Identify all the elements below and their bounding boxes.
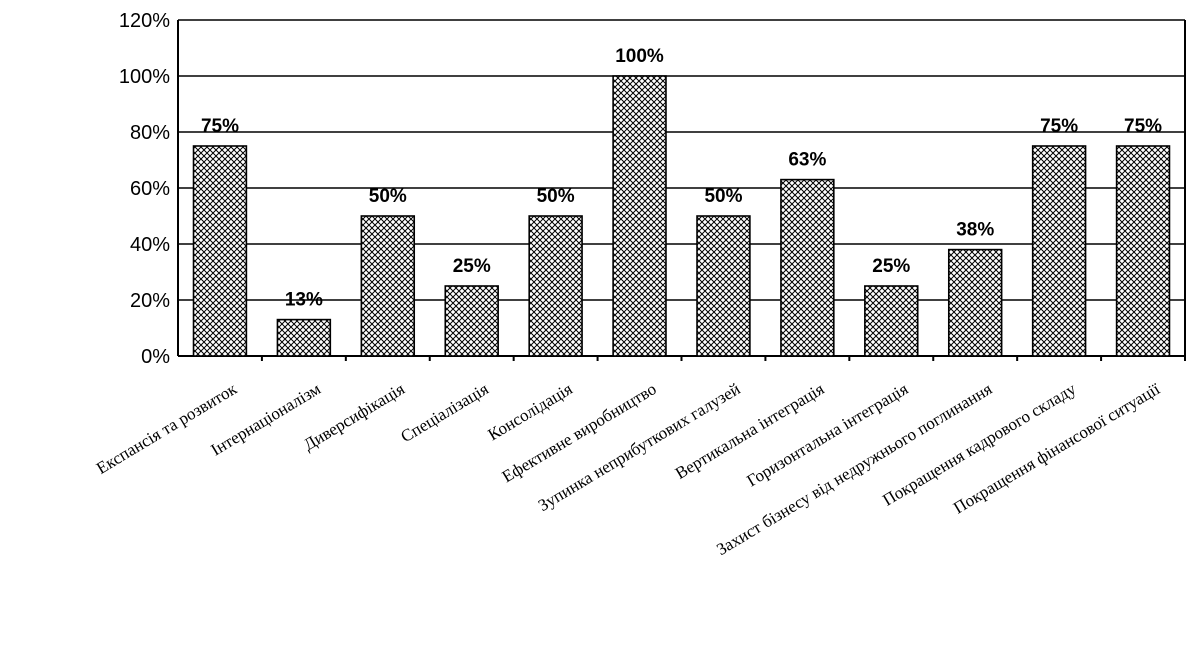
bar [1115, 145, 1171, 357]
category-label: Спеціалізація [397, 379, 491, 446]
data-label: 25% [453, 256, 491, 277]
bar [696, 215, 751, 357]
data-label: 100% [615, 46, 664, 67]
data-label: 50% [537, 186, 575, 207]
bar [947, 248, 1003, 357]
data-label: 75% [201, 116, 239, 137]
bar [612, 75, 667, 357]
data-label: 25% [872, 256, 910, 277]
y-tick-label: 80% [130, 122, 170, 144]
data-label: 50% [369, 186, 407, 207]
data-label: 75% [1040, 116, 1078, 137]
bar [528, 215, 583, 357]
bar [444, 285, 499, 357]
category-label: Ефективне виробництво [499, 379, 660, 486]
y-tick-label: 120% [119, 10, 170, 32]
bar [864, 285, 919, 357]
y-tick-label: 100% [119, 66, 170, 88]
y-tick-label: 0% [141, 346, 170, 368]
data-label: 50% [704, 186, 742, 207]
data-label: 38% [956, 220, 994, 241]
data-label: 63% [788, 150, 826, 171]
plot-area: 0% 20% 40% 60% 80% 100% 120% 75% Експансія та ро… [93, 10, 1186, 559]
y-tick-label: 20% [130, 290, 170, 312]
y-tick-label: 40% [130, 234, 170, 256]
category-label: Експансія та розвиток [93, 379, 241, 478]
bar [276, 318, 332, 357]
data-label: 75% [1124, 116, 1162, 137]
bar [360, 215, 416, 357]
bar [1031, 145, 1087, 357]
y-tick-label: 60% [130, 178, 170, 200]
bar [192, 145, 248, 357]
data-label: 13% [285, 290, 323, 311]
bar [780, 178, 835, 357]
category-label: Вертикальна інтеграція [672, 379, 828, 483]
